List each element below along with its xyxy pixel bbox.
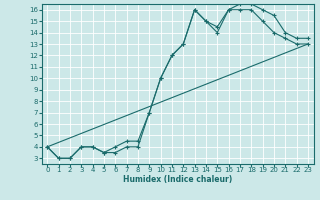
X-axis label: Humidex (Indice chaleur): Humidex (Indice chaleur): [123, 175, 232, 184]
